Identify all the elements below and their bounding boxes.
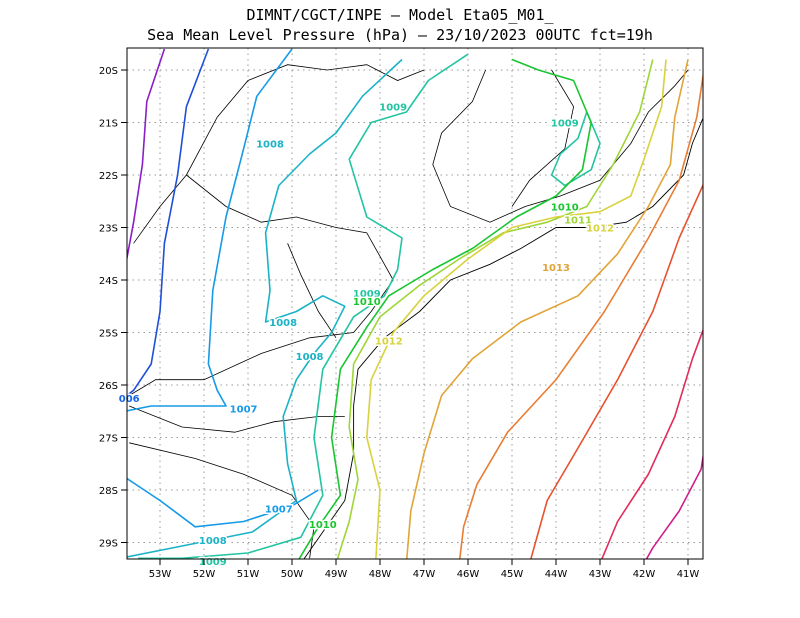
isobar-1010 bbox=[298, 58, 592, 559]
isobar-1008 bbox=[127, 58, 403, 558]
isobar-1009 bbox=[138, 53, 469, 559]
contour-label: 1009 bbox=[353, 289, 381, 300]
isobar-1011 bbox=[336, 59, 654, 559]
contour-label: 1009 bbox=[379, 103, 407, 114]
y-tick-label: 28S bbox=[99, 486, 118, 497]
contour-label: 1008 bbox=[296, 352, 324, 363]
contour-label: 1009 bbox=[551, 119, 579, 130]
x-tick-label: 48W bbox=[369, 569, 392, 580]
contour-label: 1010 bbox=[309, 520, 337, 531]
coastline bbox=[303, 117, 703, 559]
state-border bbox=[186, 174, 394, 333]
x-tick-label: 42W bbox=[633, 569, 656, 580]
x-tick-label: 41W bbox=[677, 569, 700, 580]
contour-label: 1008 bbox=[256, 140, 284, 151]
contour-label: 1007 bbox=[230, 405, 258, 416]
isobar-1005 bbox=[127, 48, 166, 263]
y-tick-label: 29S bbox=[99, 539, 118, 550]
y-tick-label: 22S bbox=[99, 171, 118, 182]
contour-label: 1010 bbox=[353, 297, 381, 308]
chart-title: DIMNT/CGCT/INPE — Model Eta05_M01_ bbox=[246, 6, 554, 24]
isobar-1007 bbox=[127, 477, 319, 528]
x-tick-label: 49W bbox=[325, 569, 348, 580]
contour-label: 1008 bbox=[269, 318, 297, 329]
contour-label: 1013 bbox=[542, 263, 570, 274]
contour-label: 1012 bbox=[586, 224, 614, 235]
x-axis-ticks: 53W 52W 51W 50W 49W 48W 47W 46W 45W 44W 43W 42W 41W bbox=[149, 559, 700, 580]
y-tick-label: 24S bbox=[99, 276, 118, 287]
contour-label: 1011 bbox=[564, 216, 592, 227]
state-border bbox=[511, 69, 575, 207]
isobar-1006 bbox=[127, 48, 210, 397]
political-boundaries bbox=[128, 64, 703, 559]
x-tick-label: 50W bbox=[281, 569, 304, 580]
x-tick-label: 44W bbox=[545, 569, 568, 580]
isobar-1015 bbox=[530, 183, 703, 559]
isobar-1012 bbox=[366, 59, 667, 559]
x-tick-label: 45W bbox=[501, 569, 524, 580]
isobar-1016 bbox=[601, 328, 703, 559]
contour-label: 006 bbox=[119, 394, 140, 405]
isobar-1014 bbox=[458, 71, 703, 559]
y-tick-label: 25S bbox=[99, 329, 118, 340]
x-tick-label: 43W bbox=[589, 569, 612, 580]
chart-subtitle: Sea Mean Level Pressure (hPa) — 23/10/20… bbox=[147, 26, 653, 44]
x-tick-label: 53W bbox=[149, 569, 172, 580]
y-tick-label: 20S bbox=[99, 66, 118, 77]
contour-label: 1007 bbox=[265, 504, 293, 515]
contour-labels: 1009100910081010101110121013100910101008… bbox=[117, 101, 615, 569]
state-border bbox=[129, 442, 315, 559]
state-border bbox=[432, 69, 689, 223]
x-tick-label: 47W bbox=[413, 569, 436, 580]
contour-label: 1010 bbox=[551, 203, 579, 214]
y-tick-label: 27S bbox=[99, 434, 118, 445]
y-axis-ticks: 20S 21S 22S 23S 24S 25S 26S 27S 28S 29S bbox=[99, 66, 127, 550]
state-border bbox=[128, 332, 354, 396]
y-tick-label: 26S bbox=[99, 381, 118, 392]
y-tick-label: 23S bbox=[99, 224, 118, 235]
isobar-1013 bbox=[405, 59, 689, 559]
state-border bbox=[287, 243, 337, 339]
x-tick-label: 46W bbox=[457, 569, 480, 580]
x-tick-label: 52W bbox=[193, 569, 216, 580]
state-border bbox=[129, 405, 345, 433]
isobar-1007 bbox=[127, 48, 293, 412]
isobar-1009 bbox=[550, 111, 601, 187]
y-tick-label: 21S bbox=[99, 119, 118, 130]
contour-label: 1012 bbox=[375, 336, 403, 347]
x-tick-label: 51W bbox=[237, 569, 260, 580]
isobar-contours bbox=[127, 48, 703, 559]
state-border bbox=[133, 64, 425, 244]
isobar-1017 bbox=[645, 451, 703, 559]
contour-label: 1008 bbox=[199, 536, 227, 547]
plot-frame bbox=[126, 47, 704, 560]
